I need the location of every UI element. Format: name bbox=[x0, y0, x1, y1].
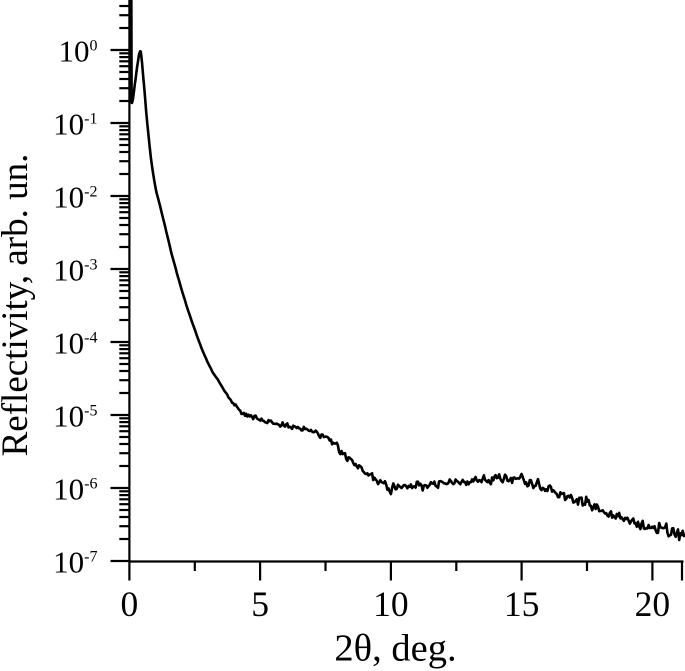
svg-text:20: 20 bbox=[635, 584, 671, 624]
svg-text:15: 15 bbox=[504, 584, 540, 624]
svg-text:5: 5 bbox=[251, 584, 269, 624]
svg-text:0: 0 bbox=[121, 584, 139, 624]
svg-text:Reflectivity, arb. un.: Reflectivity, arb. un. bbox=[0, 154, 36, 457]
svg-text:2θ, deg.: 2θ, deg. bbox=[334, 628, 456, 670]
svg-text:10: 10 bbox=[373, 584, 409, 624]
